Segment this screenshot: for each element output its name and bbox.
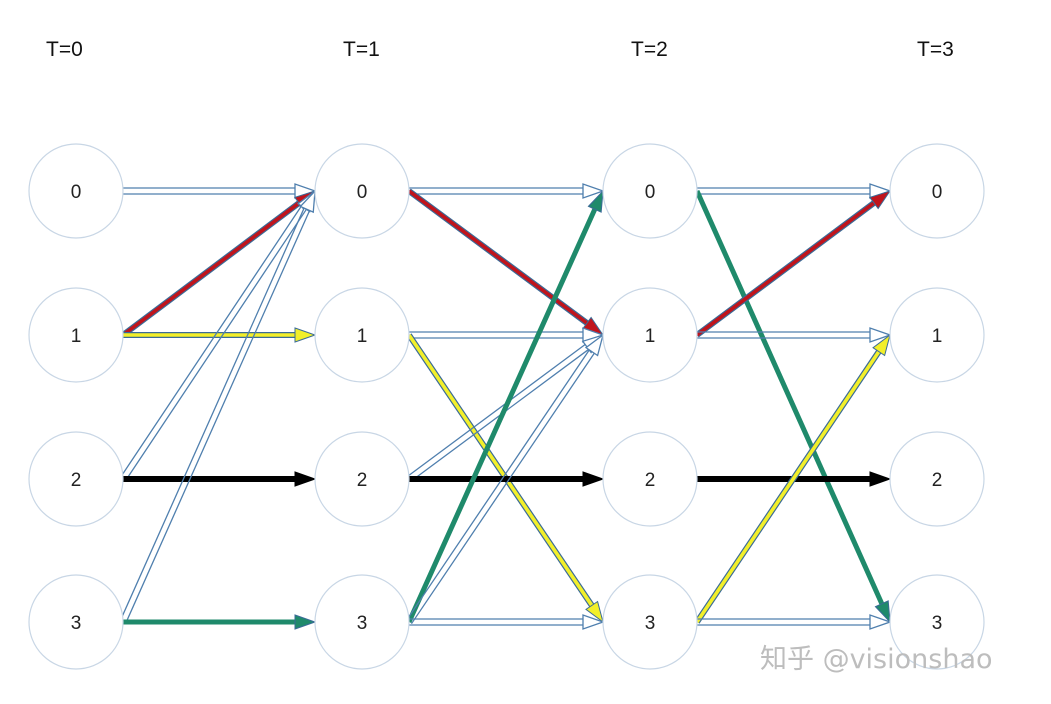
node-label: 2 [71, 470, 82, 491]
node-t3-2: 2 [889, 431, 985, 527]
edge-t2-0-to-3 [694, 189, 891, 624]
edge-t2-0-to-0 [697, 183, 892, 199]
edge-t1-3-to-1 [405, 333, 605, 625]
edge-t0-2-to-2 [123, 471, 317, 487]
node-label: 3 [932, 613, 943, 634]
node-label: 0 [357, 182, 368, 203]
node-label: 3 [357, 613, 368, 634]
node-t1-2: 2 [314, 431, 410, 527]
edge-t2-3-to-1 [694, 333, 891, 624]
edge-t0-1-to-1 [123, 327, 317, 343]
edge-t0-3-to-0 [119, 189, 316, 624]
node-t3-1: 1 [889, 287, 985, 383]
node-t2-1: 1 [602, 287, 698, 383]
node-label: 0 [71, 182, 82, 203]
time-label-3: T=3 [917, 38, 954, 61]
node-t0-2: 2 [28, 431, 124, 527]
watermark-text: 知乎 @visionshao [760, 644, 993, 675]
edge-t0-3-to-3 [123, 614, 317, 630]
node-t1-3: 3 [314, 574, 410, 670]
node-label: 2 [357, 470, 368, 491]
edge-t1-1-to-3 [406, 333, 604, 624]
edge-t1-1-to-1 [409, 327, 605, 343]
time-label-1: T=1 [343, 38, 380, 61]
edge-t1-2-to-2 [409, 471, 605, 487]
edge-t2-1-to-0 [695, 190, 892, 338]
node-label: 1 [357, 326, 368, 347]
node-label: 1 [645, 326, 656, 347]
node-t0-0: 0 [28, 143, 124, 239]
edge-t2-3-to-3 [697, 614, 892, 630]
node-label: 0 [932, 182, 943, 203]
edge-t1-0-to-1 [407, 188, 605, 336]
node-t1-0: 0 [314, 143, 410, 239]
edge-t2-1-to-1 [697, 327, 892, 343]
node-label: 3 [645, 613, 656, 634]
edge-t1-3-to-3 [409, 614, 605, 630]
edge-t1-0-to-0 [409, 183, 605, 199]
time-label-0: T=0 [46, 38, 83, 61]
node-label: 1 [932, 326, 943, 347]
edge-t2-2-to-2 [697, 471, 892, 487]
edges-layer [119, 183, 892, 630]
node-label: 0 [645, 182, 656, 203]
node-t1-1: 1 [314, 287, 410, 383]
node-t2-2: 2 [602, 431, 698, 527]
node-t3-3: 3 [889, 574, 985, 670]
node-label: 3 [71, 613, 82, 634]
node-label: 2 [932, 470, 943, 491]
time-label-2: T=2 [631, 38, 668, 61]
edge-t1-3-to-0 [406, 189, 604, 624]
node-t3-0: 0 [889, 143, 985, 239]
node-label: 2 [645, 470, 656, 491]
nodes-layer: 0 1 2 3 0 1 2 3 0 1 2 3 0 1 2 3 [28, 143, 985, 670]
node-label: 1 [71, 326, 82, 347]
node-t2-3: 3 [602, 574, 698, 670]
node-t0-3: 3 [28, 574, 124, 670]
node-t2-0: 0 [602, 143, 698, 239]
edge-t0-0-to-0 [123, 183, 317, 199]
node-t0-1: 1 [28, 287, 124, 383]
